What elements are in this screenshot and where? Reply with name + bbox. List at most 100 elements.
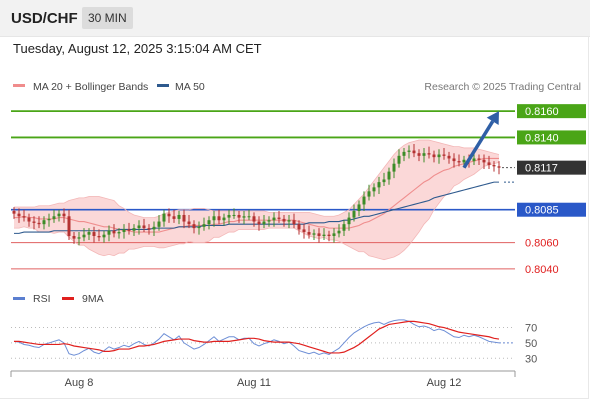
candle-body — [237, 214, 241, 218]
rsi-tick-70: 70 — [525, 323, 537, 335]
candle-body — [32, 221, 36, 223]
legend-9ma-swatch — [62, 297, 74, 300]
candle-body — [57, 213, 61, 217]
candle-body — [347, 217, 351, 225]
rsi-tick-50: 50 — [525, 338, 537, 350]
rsi-tick-30: 30 — [525, 353, 537, 365]
candle-body — [42, 220, 46, 225]
candle-body — [192, 224, 196, 229]
candle-body — [382, 179, 386, 183]
candle-body — [352, 211, 356, 218]
candle-body — [117, 232, 121, 234]
candle-body — [97, 236, 101, 238]
candle-body — [222, 217, 226, 221]
candle-body — [342, 224, 346, 231]
candle-body — [477, 158, 481, 160]
legend-ma20-label: MA 20 + Bollinger Bands — [33, 81, 148, 93]
target-arrow-head — [486, 111, 499, 126]
candle-body — [92, 232, 96, 236]
rsi-series-rsi — [13, 319, 500, 356]
candle-body — [437, 154, 441, 158]
source-credit: Research © 2025 Trading Central — [424, 81, 581, 93]
candle-body — [167, 213, 171, 217]
candle-body — [162, 213, 166, 222]
candle-body — [227, 214, 231, 218]
candle-body — [132, 228, 136, 231]
candle-body — [112, 230, 116, 234]
candle-body — [67, 216, 71, 236]
candle-body — [212, 216, 216, 221]
candle-body — [367, 191, 371, 197]
candle-body — [332, 233, 336, 236]
candle-body — [417, 153, 421, 156]
timeframe-button[interactable]: 30 MIN — [82, 7, 133, 29]
candle-body — [307, 232, 311, 235]
x-tick-label: Aug 11 — [237, 377, 271, 389]
candle-body — [492, 165, 496, 167]
x-tick-label: Aug 8 — [65, 377, 94, 389]
candle-body — [72, 236, 76, 239]
level-tag-0.8085 — [517, 202, 586, 217]
candle-body — [452, 158, 456, 162]
candle-body — [312, 233, 316, 235]
target-arrow-shaft — [462, 120, 495, 169]
candle-body — [262, 221, 266, 225]
candle-body — [282, 218, 286, 222]
x-tick-label: Aug 12 — [427, 377, 462, 389]
candle-body — [232, 214, 236, 216]
timestamp-label: Tuesday, August 12, 2025 3:15:04 AM CET — [13, 41, 262, 56]
level-label-0.8140: 0.8140 — [525, 132, 559, 144]
candle-body — [387, 171, 391, 180]
legend-ma50-label: MA 50 — [175, 81, 205, 93]
candle-body — [267, 220, 271, 222]
candle-body — [407, 150, 411, 152]
candle-body — [82, 234, 86, 238]
candle-body — [287, 220, 291, 222]
candle-body — [62, 213, 66, 217]
legend-ma20-swatch — [13, 84, 25, 87]
candle-body — [272, 217, 276, 221]
candle-body — [402, 151, 406, 156]
level-tag-0.8160 — [517, 104, 586, 119]
level-label-0.8060: 0.8060 — [525, 238, 559, 250]
rsi-series-9ma — [14, 320, 500, 354]
candle-body — [217, 216, 221, 221]
candle-body — [392, 163, 396, 172]
candle-body — [317, 233, 321, 236]
candle-body — [457, 161, 461, 163]
ma50-line — [14, 181, 499, 234]
candle-body — [47, 218, 51, 221]
candle-body — [37, 222, 41, 225]
candle-body — [292, 220, 296, 225]
candle-body — [257, 221, 261, 225]
candle-body — [152, 226, 156, 230]
candle-body — [327, 234, 331, 236]
candle-body — [202, 224, 206, 227]
bollinger-upper-line — [14, 139, 500, 218]
candle-body — [182, 214, 186, 222]
level-label-0.8085: 0.8085 — [525, 205, 559, 217]
candle-body — [422, 153, 426, 156]
ma20-line — [14, 157, 499, 233]
candle-body — [12, 211, 16, 214]
candle-body — [397, 155, 401, 164]
legend-rsi-label: RSI — [33, 293, 51, 305]
legend-9ma-label: 9MA — [82, 293, 104, 305]
candle-body — [472, 158, 476, 162]
candle-body — [497, 166, 501, 168]
candle-body — [337, 230, 341, 234]
candle-body — [442, 154, 446, 156]
candle-body — [372, 187, 376, 192]
candle-body — [122, 229, 126, 233]
candle-body — [362, 196, 366, 205]
candle-body — [447, 155, 451, 159]
last-price-tag — [517, 160, 586, 175]
candle-body — [77, 237, 81, 239]
candle-body — [427, 153, 431, 155]
level-label-0.8040: 0.8040 — [525, 264, 559, 276]
symbol-title: USD/CHF — [11, 10, 78, 27]
candle-body — [157, 221, 161, 227]
last-price-label: 0.8117 — [525, 163, 558, 175]
candle-body — [177, 214, 181, 219]
candle-body — [142, 225, 146, 229]
